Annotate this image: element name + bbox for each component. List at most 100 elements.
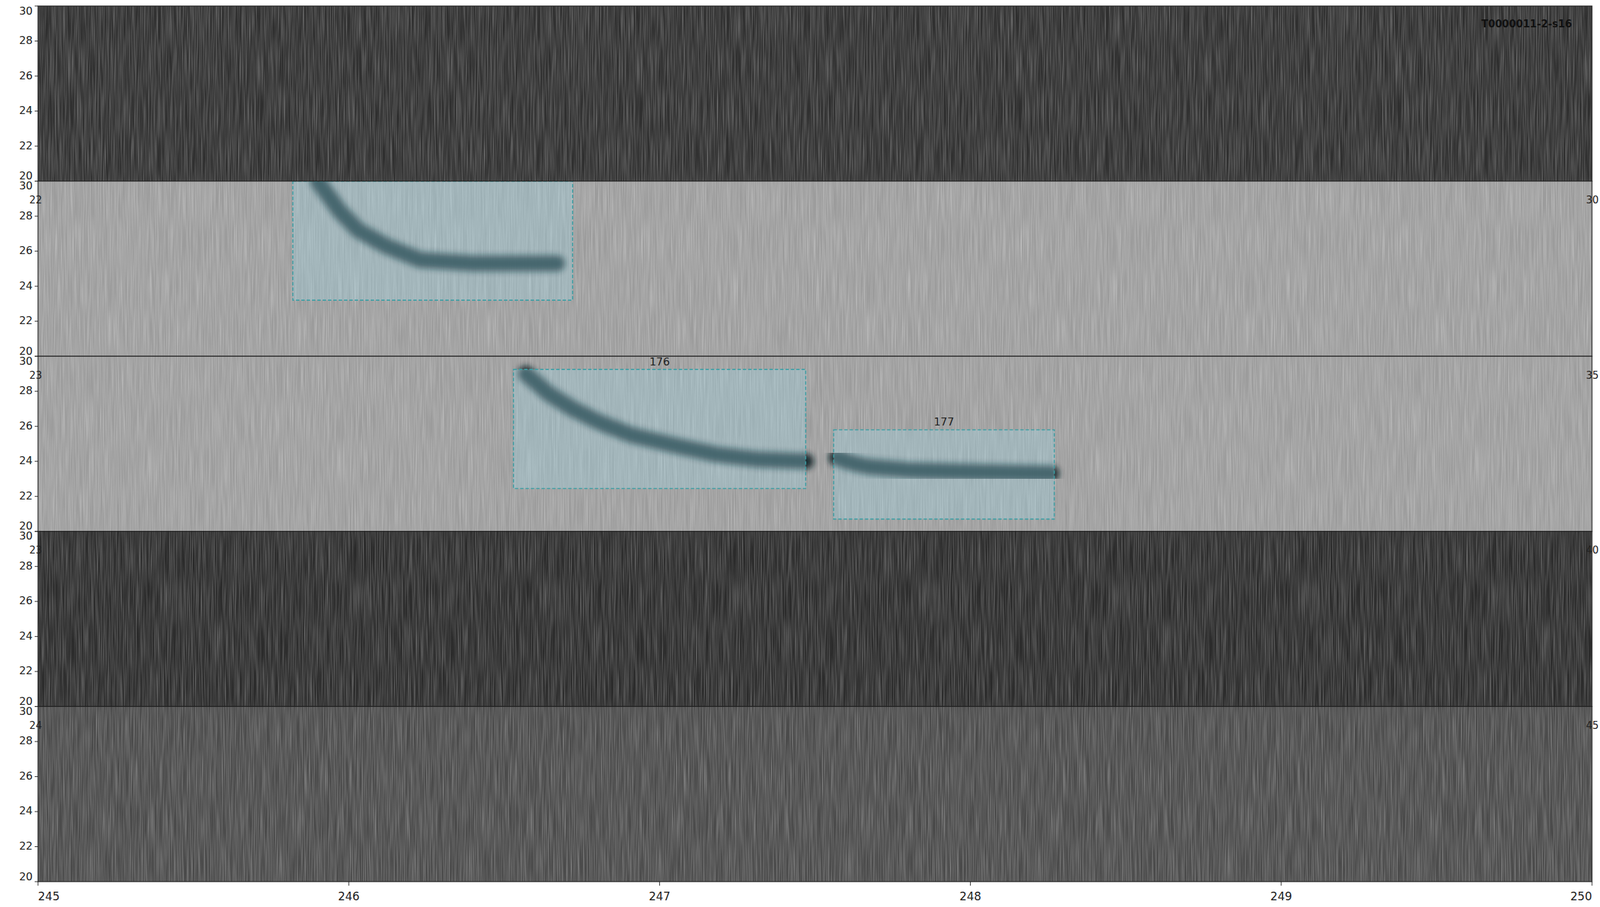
panel-edge-label: 23 [29, 369, 42, 382]
panel-edge-label: 35 [1586, 369, 1599, 382]
detection-box[interactable] [292, 181, 573, 301]
panel-background [38, 706, 1592, 882]
y-tick [34, 670, 38, 672]
y-tick [34, 250, 38, 252]
x-tick-label: 247 [648, 889, 670, 903]
chart: 2022242628302022242628302230176177202224… [0, 0, 1600, 907]
panel-edge-label: 23 [29, 544, 42, 556]
y-tick-label: 26 [19, 769, 33, 782]
panel-frame [38, 531, 1592, 707]
x-tick-label: 246 [338, 889, 360, 903]
y-tick [34, 356, 38, 357]
panel-frame [38, 706, 1592, 882]
y-tick-label: 22 [19, 839, 33, 852]
y-tick-label: 30 [19, 529, 33, 542]
panel-edge-label: 30 [1586, 194, 1599, 206]
y-tick-label: 24 [19, 104, 33, 117]
y-tick [34, 566, 38, 567]
noise [38, 181, 1592, 357]
y-tick-label: 30 [19, 179, 33, 192]
y-tick [34, 110, 38, 112]
y-tick [34, 180, 38, 182]
y-tick-label: 26 [19, 69, 33, 82]
x-tick-label: 250 [1570, 889, 1592, 903]
y-tick [34, 76, 38, 77]
panel-edge-label: 45 [1586, 719, 1599, 732]
y-tick-label: 26 [19, 594, 33, 607]
y-tick [34, 810, 38, 812]
y-tick [34, 390, 38, 392]
y-tick [34, 216, 38, 217]
x-tick [1592, 881, 1593, 886]
x-tick [659, 881, 660, 886]
y-tick [34, 460, 38, 462]
y-tick [34, 706, 38, 707]
y-tick [34, 706, 38, 707]
x-tick-label: 245 [38, 889, 60, 903]
y-tick-label: 28 [19, 559, 33, 572]
detection-box[interactable] [833, 429, 1054, 519]
y-tick-label: 20 [19, 870, 33, 883]
plot-area [513, 369, 1054, 520]
y-tick-label: 22 [19, 314, 33, 327]
x-tick [1280, 881, 1282, 886]
x-tick-label: 249 [1270, 889, 1292, 903]
y-tick [34, 776, 38, 777]
y-tick-label: 22 [19, 489, 33, 502]
panel-edge-label: 24 [29, 719, 42, 732]
detection-box[interactable] [513, 369, 806, 489]
y-tick [34, 40, 38, 42]
noise [38, 531, 1592, 707]
y-tick-label: 30 [19, 4, 33, 18]
y-tick-label: 24 [19, 629, 33, 642]
y-tick [34, 881, 38, 882]
y-tick-label: 24 [19, 804, 33, 817]
x-tick [38, 881, 39, 886]
annotation: T0000011-2-s16 [1481, 18, 1572, 30]
y-tick [34, 600, 38, 602]
y-tick [34, 6, 38, 7]
box-label: 176 [649, 355, 670, 368]
y-tick [34, 356, 38, 357]
y-tick-label: 26 [19, 244, 33, 257]
panel-background [38, 181, 1592, 357]
noise [38, 6, 1592, 182]
panel-edge-label: 40 [1586, 544, 1599, 556]
y-tick-label: 28 [19, 209, 33, 222]
box-label: 177 [934, 415, 955, 428]
y-tick-label: 22 [19, 664, 33, 677]
panel-frame [38, 356, 1592, 532]
x-tick [970, 881, 971, 886]
panel-frame [38, 181, 1592, 357]
y-tick-label: 28 [19, 384, 33, 397]
y-tick [34, 740, 38, 742]
noise [38, 706, 1592, 882]
panel-background [38, 531, 1592, 707]
x-tick-label: 248 [959, 889, 981, 903]
y-tick [34, 846, 38, 847]
y-tick [34, 286, 38, 287]
y-tick-label: 28 [19, 734, 33, 747]
y-tick [34, 426, 38, 427]
y-tick [34, 496, 38, 497]
y-tick-label: 26 [19, 419, 33, 432]
y-tick-label: 30 [19, 704, 33, 718]
y-tick [34, 180, 38, 182]
panel-background [38, 356, 1592, 532]
y-tick [34, 530, 38, 532]
noise [38, 356, 1592, 532]
x-tick [348, 881, 350, 886]
y-tick-label: 28 [19, 34, 33, 47]
plot-area [292, 181, 573, 301]
y-tick-label: 30 [19, 354, 33, 368]
y-tick-label: 24 [19, 279, 33, 292]
y-tick [34, 320, 38, 322]
y-tick [34, 530, 38, 532]
panel-background [38, 6, 1592, 182]
panel-edge-label: 22 [29, 194, 42, 206]
y-tick [34, 146, 38, 147]
panel-frame [38, 6, 1592, 182]
y-tick-label: 22 [19, 139, 33, 152]
y-tick-label: 24 [19, 454, 33, 467]
y-tick [34, 636, 38, 637]
